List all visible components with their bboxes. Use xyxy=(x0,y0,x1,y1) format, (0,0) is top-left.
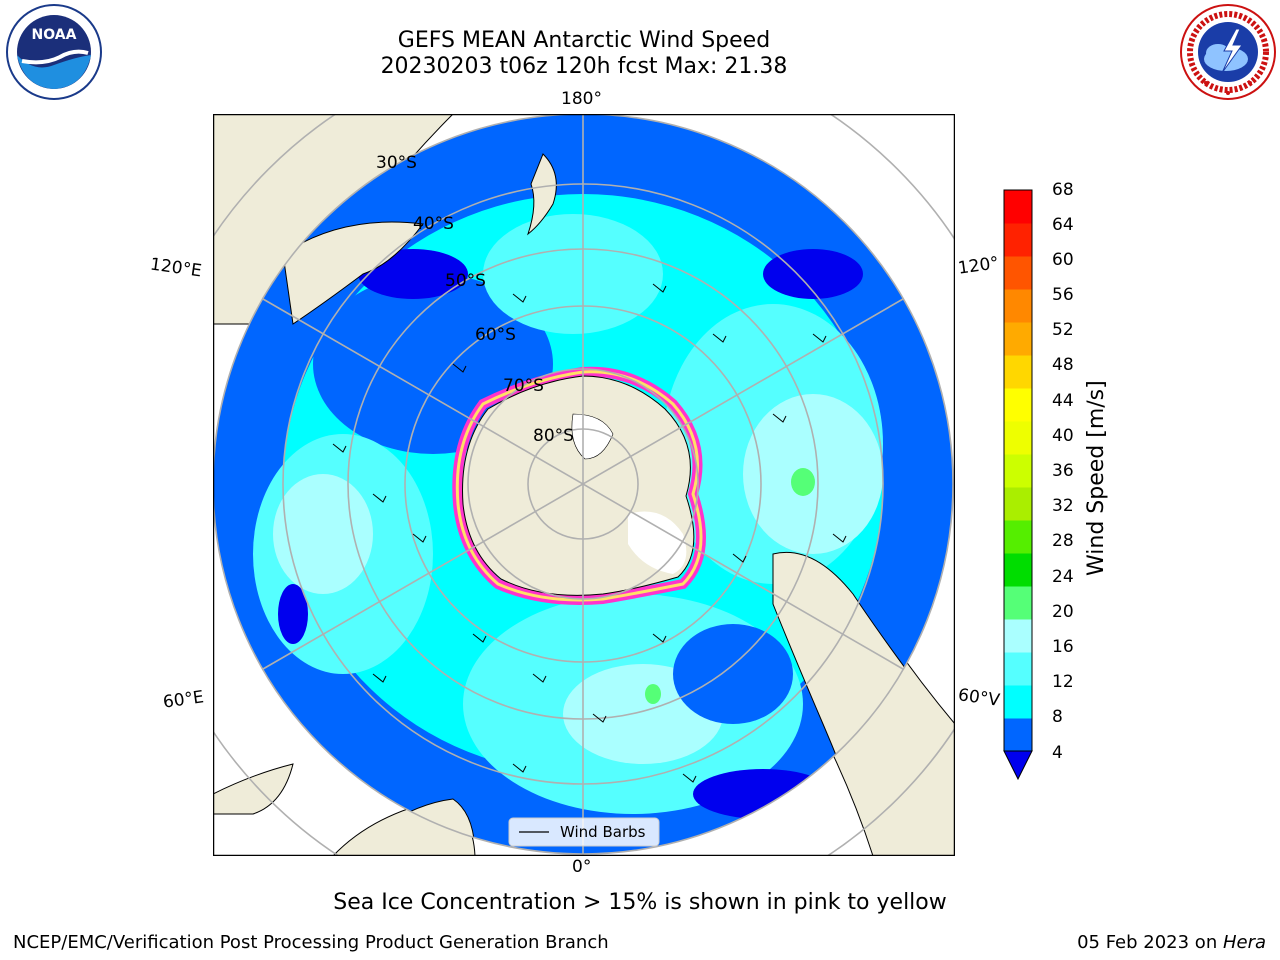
cb-tick-48: 48 xyxy=(1052,355,1074,375)
footer-machine: Hera xyxy=(1222,932,1266,953)
colorbar-band xyxy=(1004,190,1032,224)
lat-label-50s: 50°S xyxy=(445,271,486,291)
lon-label-120e: 120°E xyxy=(148,254,203,282)
plot-title-line2: 20230203 t06z 120h fcst Max: 21.38 xyxy=(380,54,788,79)
cb-tick-20: 20 xyxy=(1052,602,1074,622)
colorbar-band xyxy=(1004,289,1032,323)
colorbar-band xyxy=(1004,487,1032,521)
cb-tick-32: 32 xyxy=(1052,496,1074,516)
cb-tick-28: 28 xyxy=(1052,531,1074,551)
noaa-logo-text: NOAA xyxy=(32,27,77,43)
lat-label-40s: 40°S xyxy=(413,214,454,234)
cb-tick-40: 40 xyxy=(1052,426,1074,446)
colorbar xyxy=(1003,189,1033,781)
cb-tick-68: 68 xyxy=(1052,180,1074,200)
plot-title-line1: GEFS MEAN Antarctic Wind Speed xyxy=(397,28,771,53)
cb-tick-4: 4 xyxy=(1052,743,1063,763)
cb-tick-56: 56 xyxy=(1052,285,1074,305)
cb-tick-24: 24 xyxy=(1052,567,1074,587)
colorbar-band xyxy=(1004,553,1032,587)
colorbar-band xyxy=(1004,718,1032,752)
lat-label-30s: 30°S xyxy=(376,153,417,173)
footer-date: 05 Feb 2023 on Hera xyxy=(1077,932,1266,953)
lat-label-60s: 60°S xyxy=(475,325,516,345)
colorbar-title: Wind Speed [m/s] xyxy=(1084,380,1109,576)
lat-label-80s: 80°S xyxy=(533,426,574,446)
cb-tick-44: 44 xyxy=(1052,391,1074,411)
colorbar-band xyxy=(1004,619,1032,653)
colorbar-frame xyxy=(1003,189,1033,752)
cb-tick-64: 64 xyxy=(1052,215,1074,235)
colorbar-band xyxy=(1004,652,1032,686)
colorbar-band xyxy=(1004,322,1032,356)
cb-tick-12: 12 xyxy=(1052,672,1074,692)
colorbar-band xyxy=(1004,256,1032,290)
legend-label: Wind Barbs xyxy=(560,823,646,841)
colorbar-band xyxy=(1004,223,1032,257)
colorbar-band xyxy=(1004,520,1032,554)
colorbar-band xyxy=(1004,355,1032,389)
cb-tick-8: 8 xyxy=(1052,707,1063,727)
colorbar-band xyxy=(1004,421,1032,455)
colorbar-band xyxy=(1004,388,1032,422)
map-legend: Wind Barbs xyxy=(508,817,660,847)
antarctic-wind-map: 30°S 40°S 50°S 60°S 70°S 80°S Wind Barbs xyxy=(213,114,955,856)
cb-tick-52: 52 xyxy=(1052,320,1074,340)
nws-logo-icon xyxy=(1180,4,1276,100)
cb-tick-60: 60 xyxy=(1052,250,1074,270)
colorbar-band xyxy=(1004,685,1032,719)
colorbar-band xyxy=(1004,586,1032,620)
lon-label-0: 0° xyxy=(572,857,592,877)
map-frame xyxy=(213,114,955,856)
cb-tick-36: 36 xyxy=(1052,461,1074,481)
lon-label-60w: 60°V xyxy=(956,685,1001,711)
lon-label-120w: 120° xyxy=(956,253,1001,279)
colorbar-extend-min xyxy=(1003,750,1033,781)
cb-tick-16: 16 xyxy=(1052,637,1074,657)
lon-label-60e: 60°E xyxy=(161,687,206,713)
sea-ice-caption: Sea Ice Concentration > 15% is shown in … xyxy=(333,890,947,915)
noaa-logo-icon: NOAA xyxy=(6,4,102,100)
footer-date-text: 05 Feb 2023 on xyxy=(1077,932,1223,953)
footer-branch: NCEP/EMC/Verification Post Processing Pr… xyxy=(13,932,609,953)
colorbar-band xyxy=(1004,454,1032,488)
lat-label-70s: 70°S xyxy=(503,376,544,396)
lon-label-180: 180° xyxy=(561,89,602,109)
